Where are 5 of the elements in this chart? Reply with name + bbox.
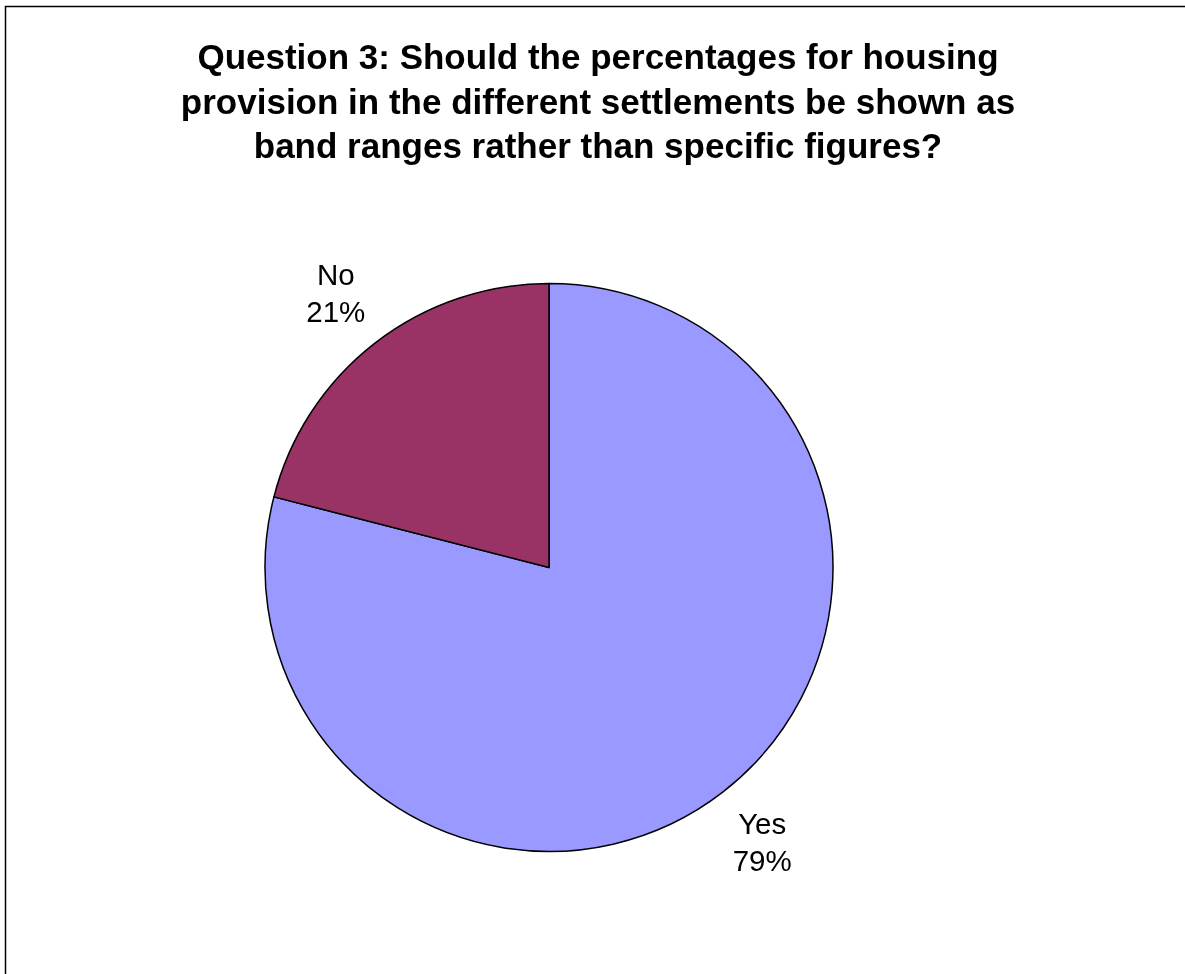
data-label: 79% — [732, 844, 792, 878]
chart-title: Question 3: Should the percentages for housing provision in the different settlements be shown as band ranges rather than specific figures? — [180, 37, 1016, 165]
slice-label: Yes — [738, 807, 787, 841]
slice-label: No — [316, 257, 355, 291]
data-label: 21% — [306, 294, 366, 328]
